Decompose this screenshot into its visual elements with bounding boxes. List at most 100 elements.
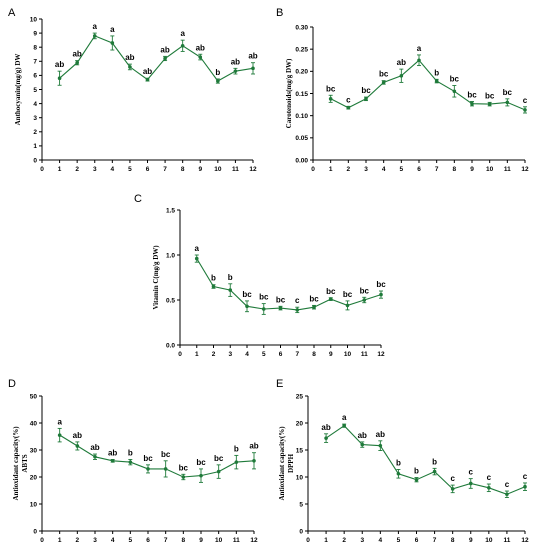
significance-letter: c [487, 473, 492, 482]
significance-letter: bc [450, 75, 460, 84]
data-point [245, 304, 249, 309]
panel-letter: A [8, 7, 16, 19]
data-point [381, 80, 386, 85]
y-axis-label: Anthocyanin(mg/g) DW [14, 54, 22, 126]
data-point [346, 105, 351, 110]
x-tick-label: 3 [93, 166, 97, 173]
x-tick-label: 3 [364, 166, 368, 173]
x-tick-label: 1 [58, 166, 62, 173]
series-line [59, 35, 254, 82]
data-point [434, 79, 439, 83]
x-tick-label: 2 [75, 166, 79, 173]
panel-letter: D [8, 378, 16, 390]
data-point [180, 43, 185, 48]
significance-letter: ab [376, 430, 385, 439]
y-tick-label: 0.20 [295, 69, 308, 76]
data-point [399, 73, 404, 78]
data-point [251, 66, 255, 71]
y-tick-label: 5 [33, 87, 37, 94]
data-point [199, 473, 203, 478]
significance-letter: ab [321, 423, 330, 432]
significance-letter: ab [108, 448, 117, 457]
significance-letter: ab [73, 431, 82, 440]
x-tick-label: 6 [146, 537, 150, 544]
significance-letter: ab [358, 431, 367, 440]
y-axis-label: Antioxidant capacity(%) [12, 426, 20, 501]
y-tick-label: 0.5 [166, 297, 175, 304]
significance-letter: a [180, 29, 185, 38]
y-tick-label: 20 [30, 474, 38, 481]
significance-letter: bc [376, 280, 386, 289]
significance-letter: bc [326, 287, 336, 296]
data-point [233, 69, 238, 73]
significance-letter: bc [343, 290, 353, 299]
x-tick-label: 1 [58, 537, 62, 544]
data-point [468, 481, 473, 486]
y-tick-label: 0.0 [166, 342, 175, 349]
x-tick-label: 5 [397, 537, 401, 544]
significance-letter: bc [467, 90, 477, 99]
y-axis-sublabel: ABTS [21, 454, 29, 472]
panel-letter: E [276, 378, 283, 390]
y-tick-label: 0.00 [295, 157, 308, 164]
x-tick-label: 10 [215, 537, 223, 544]
data-point [261, 307, 266, 311]
x-tick-label: 5 [400, 166, 404, 173]
y-tick-label: 0.25 [295, 46, 308, 53]
significance-letter: bc [360, 286, 370, 295]
significance-letter: ab [196, 43, 205, 52]
y-tick-label: 0 [33, 528, 37, 535]
y-tick-label: 1.0 [166, 252, 175, 259]
data-point [278, 306, 283, 310]
x-tick-label: 7 [295, 351, 299, 358]
significance-letter: bc [196, 458, 206, 467]
data-point [216, 469, 221, 474]
x-tick-label: 6 [417, 166, 421, 173]
significance-letter: ab [55, 60, 64, 69]
data-point [505, 100, 510, 105]
significance-letter: a [342, 413, 347, 422]
data-point [228, 288, 233, 292]
y-tick-label: 0 [299, 528, 303, 535]
x-tick-label: 3 [93, 537, 97, 544]
y-tick-label: 6 [33, 73, 37, 80]
data-point [163, 467, 168, 471]
series-line [59, 434, 255, 478]
x-tick-label: 10 [485, 537, 493, 544]
x-tick-label: 12 [249, 166, 257, 173]
x-tick-label: 2 [76, 537, 80, 544]
significance-letter: ab [90, 443, 99, 452]
data-point [211, 284, 216, 289]
data-point [198, 55, 203, 59]
y-tick-label: 15 [296, 447, 304, 454]
x-tick-label: 10 [486, 166, 494, 173]
data-point [75, 444, 80, 448]
data-point [216, 79, 220, 83]
significance-letter: b [228, 273, 233, 282]
y-tick-label: 50 [30, 393, 38, 400]
y-tick-label: 7 [33, 59, 37, 66]
x-tick-label: 6 [415, 537, 419, 544]
x-tick-label: 12 [377, 351, 385, 358]
data-point [342, 423, 346, 428]
x-tick-label: 10 [214, 166, 222, 173]
y-tick-label: 3 [33, 115, 37, 122]
data-point [128, 65, 132, 69]
significance-letter: ab [72, 50, 81, 59]
x-tick-label: 0 [178, 351, 182, 358]
significance-letter: ab [160, 45, 169, 54]
data-point [328, 297, 333, 301]
significance-letter: a [110, 25, 115, 34]
series-line [330, 59, 526, 111]
significance-letter: bc [143, 454, 153, 463]
data-point [450, 487, 455, 491]
data-point [345, 303, 350, 308]
x-tick-label: 8 [181, 166, 185, 173]
data-point [252, 459, 256, 463]
significance-letter: c [523, 96, 528, 105]
x-tick-label: 7 [163, 166, 167, 173]
x-tick-label: 4 [245, 351, 249, 358]
data-point [75, 60, 79, 65]
x-tick-label: 4 [111, 166, 115, 173]
